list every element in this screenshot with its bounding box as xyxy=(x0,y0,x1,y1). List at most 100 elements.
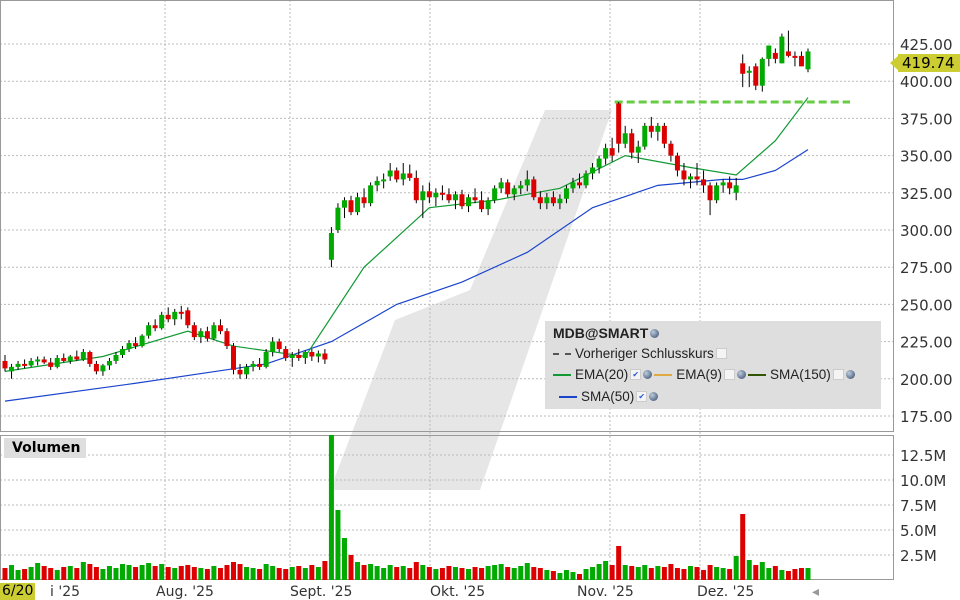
candle-body xyxy=(361,197,367,204)
volume-bar xyxy=(792,569,798,580)
volume-bar xyxy=(426,567,432,580)
globe-icon[interactable] xyxy=(650,328,660,338)
candle-body xyxy=(270,341,276,353)
volume-bar xyxy=(67,566,73,580)
volume-bar xyxy=(746,560,752,580)
volume-bar xyxy=(779,570,785,580)
candle xyxy=(426,182,432,204)
candle-body xyxy=(479,200,485,210)
candle xyxy=(61,353,67,363)
candle xyxy=(485,197,491,216)
globe-icon[interactable] xyxy=(737,370,747,379)
candle xyxy=(374,176,380,192)
volume-bar xyxy=(270,566,276,580)
sma50-swatch xyxy=(559,395,577,398)
candle-body xyxy=(772,52,778,59)
candle-body xyxy=(9,366,15,372)
prev-close-checkbox[interactable] xyxy=(715,348,727,359)
candle xyxy=(394,167,400,183)
candle xyxy=(733,177,739,201)
candle xyxy=(661,122,667,149)
volume-bars xyxy=(2,435,811,580)
candle xyxy=(211,322,217,341)
candle xyxy=(341,197,347,219)
candle xyxy=(335,203,341,233)
candle xyxy=(596,155,602,174)
volume-bar xyxy=(400,566,406,580)
volume-bar xyxy=(257,569,263,580)
candle-body xyxy=(694,176,700,180)
candle-body xyxy=(309,352,315,357)
volume-bar xyxy=(492,565,498,580)
candle xyxy=(740,54,746,88)
candle xyxy=(707,182,713,216)
candle xyxy=(759,57,765,92)
candle xyxy=(230,343,236,375)
candle-body xyxy=(498,182,504,189)
candle xyxy=(655,122,661,141)
volume-bar xyxy=(159,564,165,580)
volume-bar xyxy=(681,569,687,580)
volume-bar xyxy=(472,567,478,580)
scroll-handle[interactable]: ◂ xyxy=(812,584,820,600)
volume-bar xyxy=(518,566,524,580)
volume-bar xyxy=(394,567,400,580)
candle-body xyxy=(505,182,511,195)
range-start-label[interactable]: 6/20 xyxy=(0,583,36,600)
candle xyxy=(785,30,791,58)
candle xyxy=(518,180,524,195)
sma150-checkbox[interactable] xyxy=(832,369,844,380)
candle-body xyxy=(296,354,302,358)
candle xyxy=(557,194,563,210)
candle xyxy=(302,350,308,364)
globe-icon[interactable] xyxy=(845,370,855,379)
candle-body xyxy=(466,197,472,207)
volume-bar xyxy=(577,574,583,580)
candle xyxy=(106,357,112,370)
candle xyxy=(583,170,589,189)
candle-body xyxy=(211,325,217,339)
candle-body xyxy=(120,349,126,355)
volume-bar xyxy=(707,565,713,580)
volume-bar xyxy=(172,568,178,580)
candle-body xyxy=(341,200,347,208)
y-tick-label: 400.00 xyxy=(900,73,953,91)
candle xyxy=(746,66,752,88)
ema9-checkbox[interactable] xyxy=(724,369,736,380)
volume-bar xyxy=(185,565,191,580)
sma50-checkbox[interactable]: ✔ xyxy=(636,391,648,402)
candle xyxy=(472,188,478,204)
volume-bar xyxy=(355,562,361,580)
candle-body xyxy=(701,179,707,186)
ema9-label: EMA(9) xyxy=(676,367,723,382)
candle-body xyxy=(165,314,171,320)
y-tick-label: 350.00 xyxy=(900,148,953,166)
volume-bar xyxy=(133,567,139,580)
volume-bar xyxy=(505,567,511,580)
candle-body xyxy=(759,58,765,86)
candle-body xyxy=(87,352,93,364)
candle xyxy=(674,152,680,177)
volume-bar xyxy=(139,565,145,580)
candle xyxy=(276,338,282,353)
candle xyxy=(570,177,576,193)
candle-body xyxy=(583,173,589,186)
candle xyxy=(590,163,596,180)
y-tick-label: 300.00 xyxy=(900,222,953,240)
candle xyxy=(766,45,772,67)
candle xyxy=(779,33,785,64)
candle-body xyxy=(2,360,8,369)
candle-body xyxy=(400,173,406,180)
candle-body xyxy=(133,343,139,347)
ema20-checkbox[interactable]: ✔ xyxy=(630,369,642,380)
volume-bar xyxy=(629,566,635,580)
volume-bar xyxy=(309,565,315,580)
volume-bar xyxy=(766,568,772,580)
globe-icon[interactable] xyxy=(643,370,653,379)
candle xyxy=(67,354,73,364)
globe-icon[interactable] xyxy=(649,392,659,401)
candle-body xyxy=(322,353,328,360)
x-label-jul: i '25 xyxy=(50,584,81,600)
candle xyxy=(2,354,8,372)
candle-body xyxy=(674,155,680,171)
